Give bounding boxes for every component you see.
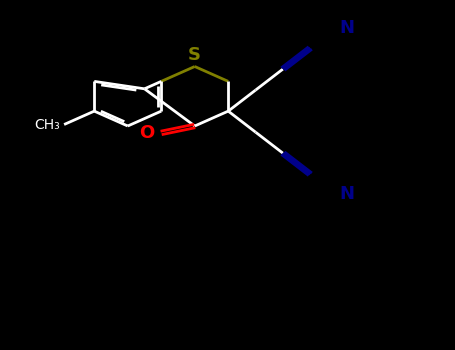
Text: N: N [339,185,354,203]
Text: S: S [188,46,201,64]
Text: CH₃: CH₃ [34,118,60,132]
Text: O: O [139,124,154,142]
Text: N: N [339,19,354,37]
